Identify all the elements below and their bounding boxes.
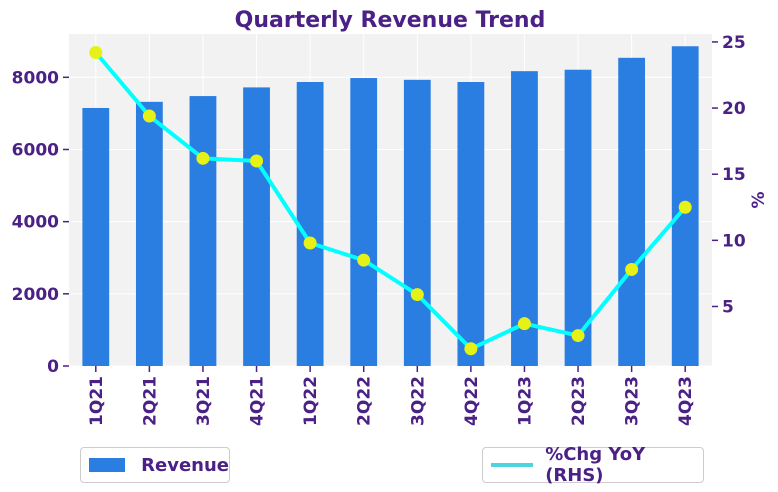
y-tick-label-left: 6000	[12, 140, 59, 160]
pct-change-point-3Q21	[196, 151, 210, 165]
pct-change-point-1Q23	[517, 317, 531, 331]
y-tick-label-left: 8000	[12, 68, 59, 88]
y-tick-label-right: 25	[722, 33, 746, 53]
bar-2Q22	[350, 78, 378, 366]
y-tick-label-left: 4000	[12, 213, 59, 233]
legend-label-revenue: Revenue	[141, 454, 229, 476]
legend-swatch-line	[491, 463, 534, 467]
legend-revenue: Revenue	[80, 447, 230, 483]
legend-label-pct-change: %Chg YoY (RHS)	[545, 444, 646, 486]
y-tick-label-right: 10	[722, 231, 746, 251]
pct-change-point-4Q22	[464, 342, 478, 356]
x-tick-label: 4Q22	[462, 376, 482, 426]
bar-1Q23	[511, 71, 538, 367]
x-tick-label: 1Q21	[87, 376, 107, 426]
pct-change-point-4Q21	[250, 154, 264, 168]
x-tick-label: 1Q22	[301, 376, 321, 426]
axes: 0 2000 4000 6000 8000 5 10 15 20 25 1Q21 2Q21 3Q21 4Q…	[12, 33, 746, 426]
line-series	[89, 46, 692, 356]
bar-2Q21	[135, 101, 163, 366]
y-tick-label-left: 0	[47, 357, 59, 377]
legend-swatch-bar	[89, 458, 126, 472]
pct-change-point-1Q21	[89, 46, 103, 60]
x-tick-label: 3Q21	[194, 376, 214, 426]
x-tick-label: 1Q23	[515, 376, 535, 426]
x-tick-label: 4Q21	[248, 376, 268, 426]
bars	[82, 46, 699, 367]
bar-1Q22	[296, 81, 324, 366]
y-tick-label-left: 2000	[12, 285, 59, 305]
bar-4Q22	[457, 81, 485, 366]
pct-change-point-3Q23	[625, 262, 639, 276]
legend-pct-change: %Chg YoY (RHS)	[482, 444, 704, 486]
bar-1Q21	[82, 107, 110, 366]
x-tick-label: 2Q23	[569, 376, 589, 426]
bar-2Q23	[564, 69, 592, 367]
plot-area	[69, 34, 712, 366]
pct-change-point-2Q21	[142, 109, 156, 123]
pct-change-point-4Q23	[678, 200, 692, 214]
y-tick-label-right: 15	[722, 165, 746, 185]
pct-change-point-3Q22	[410, 288, 424, 302]
x-tick-label: 2Q21	[140, 376, 160, 426]
bar-4Q21	[243, 87, 270, 367]
x-tick-label: 4Q23	[676, 376, 696, 426]
y-tick-label-right: 20	[722, 99, 746, 119]
y-axis-label-right: %	[749, 191, 769, 208]
x-tick-label: 2Q22	[355, 376, 375, 426]
chart-title: Quarterly Revenue Trend	[235, 8, 546, 33]
bar-3Q22	[403, 79, 431, 366]
pct-change-line	[94, 51, 687, 351]
x-tick-label: 3Q22	[408, 376, 428, 426]
pct-change-point-2Q23	[571, 329, 585, 343]
pct-change-point-2Q22	[357, 253, 371, 267]
bar-3Q21	[189, 96, 217, 366]
x-tick-label: 3Q23	[623, 376, 643, 426]
y-tick-label-right: 5	[722, 297, 734, 317]
pct-change-point-1Q22	[303, 236, 317, 250]
bar-3Q23	[618, 57, 646, 367]
